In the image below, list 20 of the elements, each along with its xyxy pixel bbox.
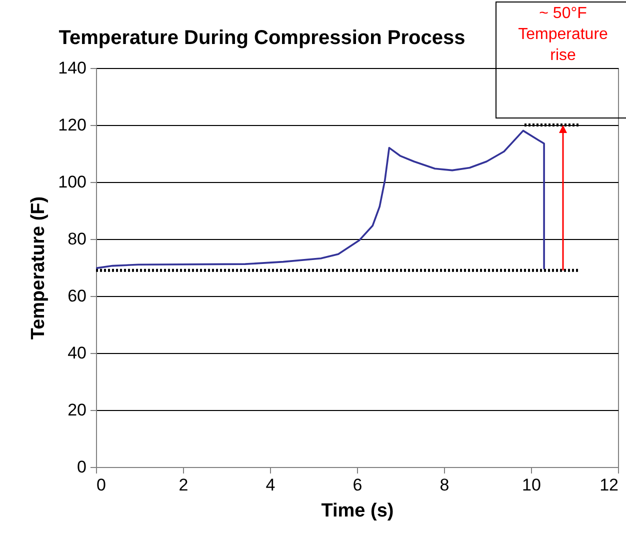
x-tick-label: 4: [266, 476, 276, 494]
x-tick-label: 10: [522, 476, 541, 494]
x-tick-label: 2: [178, 476, 188, 494]
y-tick-label: 140: [58, 58, 86, 78]
y-tick-label: 80: [68, 230, 86, 248]
x-tick-label: 12: [600, 476, 618, 494]
y-tick-label: 0: [77, 458, 86, 476]
text: ~ 50°F Temperature rise: [518, 5, 608, 64]
y-tick-label: 120: [58, 116, 86, 134]
line-series: [96, 130, 545, 270]
x-tick-label: 6: [352, 476, 362, 494]
x-tick-label: 8: [440, 476, 450, 494]
x-axis-title: Time (s): [321, 500, 394, 522]
x-tick-label: 0: [96, 476, 106, 494]
y-tick-label: 20: [68, 400, 86, 420]
chart-title: Temperature During Compression Process: [58, 27, 466, 49]
y-tick-label: 60: [68, 286, 86, 306]
y-tick-label: 100: [58, 172, 86, 192]
y-axis-title: Temperature (F): [28, 196, 50, 340]
y-tick-label: 40: [68, 344, 86, 362]
